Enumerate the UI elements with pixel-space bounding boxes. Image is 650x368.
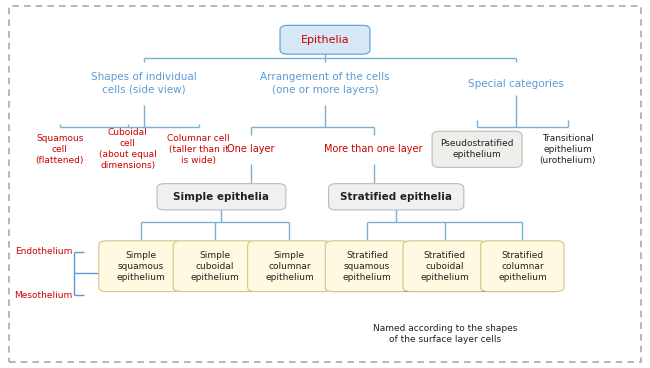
Text: Special categories: Special categories [468, 78, 564, 89]
Text: Epithelia: Epithelia [301, 35, 349, 45]
Text: Simple
cuboidal
epithelium: Simple cuboidal epithelium [190, 251, 239, 282]
Text: Simple
columnar
epithelium: Simple columnar epithelium [265, 251, 314, 282]
FancyBboxPatch shape [328, 184, 464, 210]
Text: Stratified
squamous
epithelium: Stratified squamous epithelium [343, 251, 391, 282]
Text: Transitional
epithelium
(urothelium): Transitional epithelium (urothelium) [540, 134, 596, 165]
Text: Simple
squamous
epithelium: Simple squamous epithelium [116, 251, 165, 282]
Text: Pseudostratified
epithelium: Pseudostratified epithelium [440, 139, 514, 159]
Text: Mesothelium: Mesothelium [14, 291, 73, 300]
Text: Named according to the shapes
of the surface layer cells: Named according to the shapes of the sur… [372, 324, 517, 344]
FancyBboxPatch shape [9, 6, 641, 362]
Text: Stratified
columnar
epithelium: Stratified columnar epithelium [498, 251, 547, 282]
FancyBboxPatch shape [157, 184, 286, 210]
FancyBboxPatch shape [99, 241, 182, 291]
FancyBboxPatch shape [325, 241, 409, 291]
Text: Simple epithelia: Simple epithelia [174, 192, 270, 202]
FancyBboxPatch shape [280, 25, 370, 54]
Text: Columnar cell
(taller than it
is wide): Columnar cell (taller than it is wide) [168, 134, 230, 165]
FancyBboxPatch shape [174, 241, 257, 291]
FancyBboxPatch shape [248, 241, 331, 291]
Text: Cuboidal
cell
(about equal
dimensions): Cuboidal cell (about equal dimensions) [99, 128, 157, 170]
Text: Shapes of individual
cells (side view): Shapes of individual cells (side view) [91, 72, 197, 95]
Text: More than one layer: More than one layer [324, 144, 423, 154]
Text: One layer: One layer [227, 144, 274, 154]
Text: Squamous
cell
(flattened): Squamous cell (flattened) [36, 134, 84, 165]
FancyBboxPatch shape [432, 131, 522, 167]
Text: Stratified epithelia: Stratified epithelia [340, 192, 452, 202]
Text: Endothelium: Endothelium [15, 247, 72, 256]
Text: Stratified
cuboidal
epithelium: Stratified cuboidal epithelium [421, 251, 469, 282]
FancyBboxPatch shape [403, 241, 486, 291]
Text: Arrangement of the cells
(one or more layers): Arrangement of the cells (one or more la… [260, 72, 390, 95]
FancyBboxPatch shape [480, 241, 564, 291]
